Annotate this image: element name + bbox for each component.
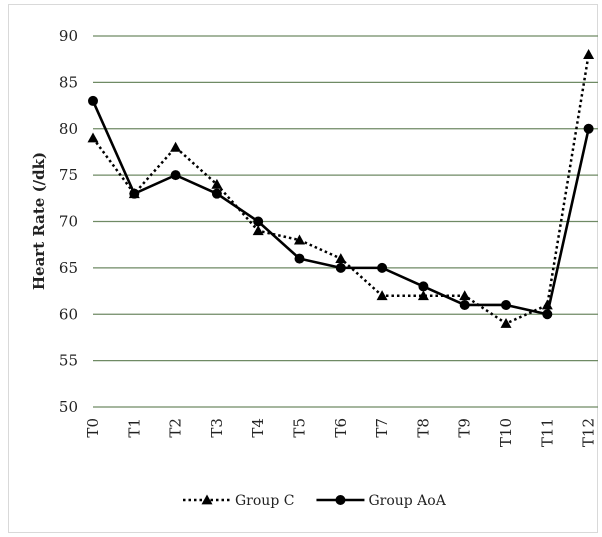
x-tick-label: T11 [538, 418, 556, 447]
data-point-circle [335, 262, 346, 273]
legend-item: Group AoA [316, 493, 447, 509]
y-tick-label: 90 [59, 27, 78, 45]
data-point-triangle [335, 253, 347, 263]
data-point-circle [294, 253, 305, 264]
data-point-circle [583, 123, 594, 134]
x-tick-label: T5 [291, 418, 309, 438]
y-tick-label: 70 [59, 213, 78, 231]
data-point-triangle [170, 141, 182, 152]
series-layer [87, 49, 595, 328]
data-point-triangle [87, 132, 99, 143]
x-tick-label: T1 [125, 418, 143, 438]
data-point-triangle [211, 178, 223, 189]
data-point-circle [501, 299, 511, 310]
x-axis-ticks: T0 T1 T2 T3 T4 T5 T6 T7 T8 T9 T10 T11 T12 [84, 418, 598, 447]
data-point-triangle [500, 318, 512, 328]
data-point-triangle [376, 290, 388, 301]
data-point-circle [253, 216, 264, 227]
data-point-circle [170, 170, 181, 181]
data-point-triangle [459, 290, 471, 301]
series-line [91, 100, 590, 316]
data-point-circle [129, 188, 140, 199]
data-point-circle [88, 95, 98, 106]
x-tick-label: T10 [497, 418, 515, 447]
y-tick-label: 65 [59, 259, 78, 277]
series-group-aoa [88, 95, 594, 320]
data-point-circle [211, 188, 222, 199]
series-line [91, 54, 590, 325]
grid-lines [93, 35, 598, 408]
series-group-c [87, 49, 595, 328]
legend-label: Group AoA [368, 493, 446, 509]
y-tick-label: 50 [59, 398, 78, 416]
y-tick-label: 75 [59, 166, 78, 184]
data-point-triangle [583, 49, 595, 59]
x-tick-label: T6 [332, 418, 350, 438]
data-point-triangle [417, 290, 429, 301]
legend: Group C Group AoA [183, 493, 447, 509]
x-tick-label: T3 [208, 418, 226, 438]
x-tick-label: T9 [456, 418, 474, 438]
data-point-triangle [294, 234, 305, 245]
data-point-circle [459, 299, 470, 310]
y-tick-label: 80 [59, 120, 78, 138]
y-axis-label: Heart Rate (/dk) [30, 152, 48, 290]
data-point-circle [377, 262, 388, 273]
legend-marker-triangle [201, 494, 213, 505]
legend-marker-circle [335, 495, 346, 505]
data-point-triangle [252, 225, 264, 236]
y-tick-label: 55 [59, 352, 78, 370]
y-tick-label: 85 [59, 73, 78, 91]
legend-item: Group C [183, 493, 294, 509]
data-point-circle [418, 281, 429, 292]
x-tick-label: T4 [249, 418, 267, 438]
x-tick-label: T8 [414, 418, 432, 438]
data-point-circle [542, 309, 553, 320]
x-tick-label: T7 [373, 418, 391, 438]
x-tick-label: T0 [84, 418, 102, 438]
x-tick-label: T12 [580, 418, 598, 447]
x-tick-label: T2 [167, 418, 185, 438]
legend-label: Group C [235, 493, 294, 509]
y-tick-label: 60 [59, 305, 78, 323]
y-axis-ticks: 50 55 60 65 70 75 80 85 90 [59, 27, 78, 416]
